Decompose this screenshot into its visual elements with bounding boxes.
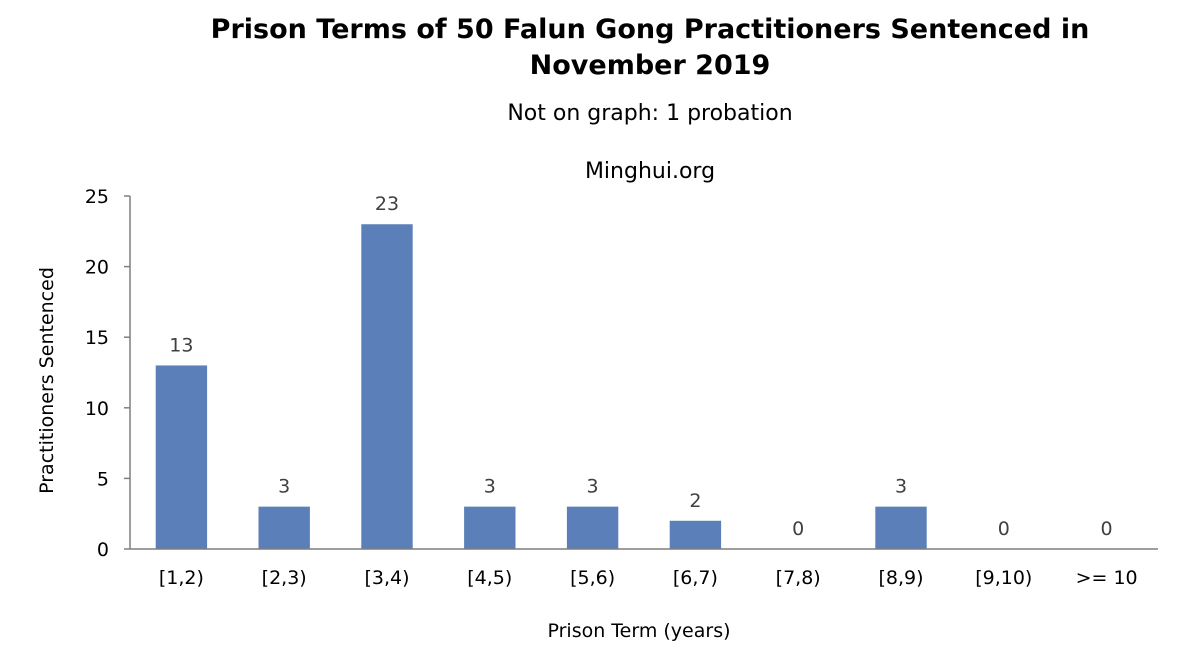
data-label: 3 xyxy=(587,476,599,498)
y-tick-label: 20 xyxy=(85,257,109,279)
data-label: 0 xyxy=(792,518,804,540)
bar xyxy=(875,506,927,549)
x-axis-categories: [1,2) [2,3) [3,4) [4,5) [5,6) [6,7) [7,8) [8,9)… xyxy=(159,567,1138,589)
x-tick-label: [2,3) xyxy=(262,567,307,589)
data-label: 3 xyxy=(895,476,907,498)
y-tick-label: 25 xyxy=(85,186,109,208)
x-tick-label: [1,2) xyxy=(159,567,204,589)
data-label: 23 xyxy=(375,193,399,215)
chart-subtitle: Not on graph: 1 probation xyxy=(507,101,793,126)
y-tick-label: 10 xyxy=(85,398,109,420)
chart-source-label: Minghui.org xyxy=(584,159,716,184)
x-tick-label: [3,4) xyxy=(364,567,409,589)
y-tick-label: 15 xyxy=(85,327,109,349)
x-tick-label: [7,8) xyxy=(776,567,821,589)
bar xyxy=(258,506,310,549)
x-tick-label: [5,6) xyxy=(570,567,615,589)
x-tick-label: >= 10 xyxy=(1076,567,1138,589)
x-tick-label: [6,7) xyxy=(673,567,718,589)
bar xyxy=(566,506,619,549)
data-label: 0 xyxy=(998,518,1010,540)
data-label: 0 xyxy=(1101,518,1113,540)
x-tick-label: [8,9) xyxy=(878,567,923,589)
bar xyxy=(464,506,516,549)
chart-title-line-1: Prison Terms of 50 Falun Gong Practition… xyxy=(210,14,1090,45)
x-tick-label: [9,10) xyxy=(975,567,1032,589)
x-axis-label: Prison Term (years) xyxy=(547,620,730,642)
data-label: 13 xyxy=(169,334,193,356)
chart-title-line-2: November 2019 xyxy=(529,50,771,81)
bar xyxy=(669,520,722,549)
data-label: 3 xyxy=(278,476,290,498)
y-axis-label: Practitioners Sentenced xyxy=(36,267,58,494)
data-label: 3 xyxy=(484,476,496,498)
data-labels: 13 3 23 3 3 2 0 3 0 0 xyxy=(169,193,1112,540)
x-tick-label: [4,5) xyxy=(467,567,512,589)
bar xyxy=(155,365,208,549)
y-tick-label: 0 xyxy=(97,539,109,561)
y-axis-ticks: 0 5 10 15 20 25 xyxy=(85,186,130,561)
y-tick-label: 5 xyxy=(97,468,109,490)
data-label: 2 xyxy=(689,490,701,512)
bar xyxy=(361,224,413,550)
bars xyxy=(155,224,927,550)
